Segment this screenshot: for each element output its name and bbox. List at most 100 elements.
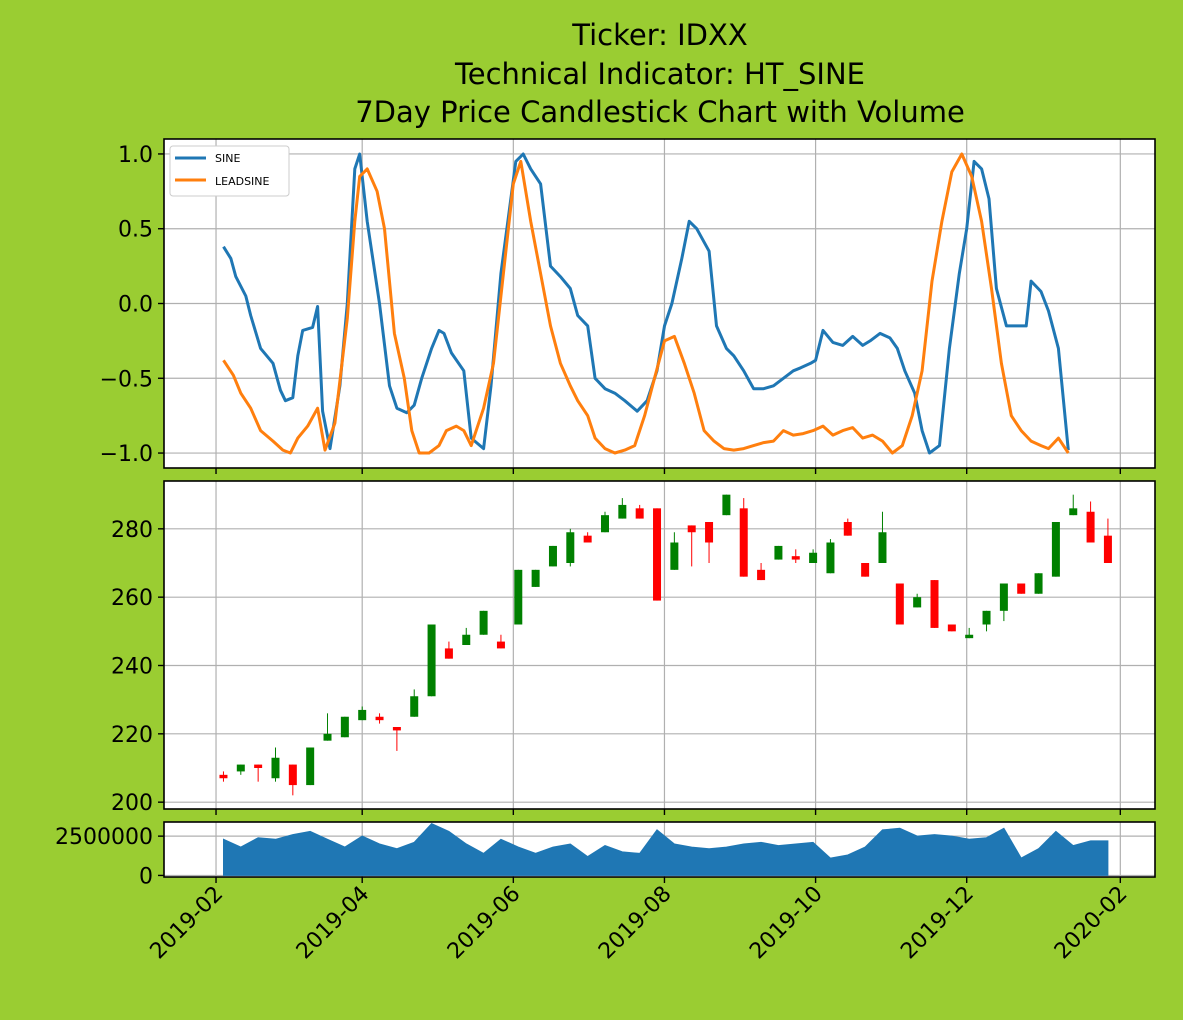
candle (878, 511, 887, 563)
candle (843, 518, 852, 536)
candle-body (392, 727, 401, 731)
candle (705, 522, 714, 563)
candle (323, 713, 332, 741)
candle (947, 624, 956, 632)
candle-body (1086, 511, 1095, 543)
candle-body (271, 757, 280, 779)
candle (809, 549, 818, 563)
volume-area (223, 822, 1109, 876)
candle (1051, 522, 1060, 577)
candle (653, 508, 662, 601)
candle-body (1103, 535, 1112, 563)
indicator-y-axis: −1.0 −0.5 0.0 0.5 1.0 (100, 143, 164, 467)
candle (219, 771, 228, 782)
chart-title-line-2: Technical Indicator: HT_SINE (454, 57, 865, 91)
candle (982, 610, 991, 632)
candle-body (531, 569, 540, 587)
indicator-y-tick-label: 0.0 (118, 293, 153, 318)
candle-body (739, 508, 748, 577)
candle (1069, 494, 1078, 516)
candle-body (809, 552, 818, 563)
candle-body (982, 610, 991, 625)
candle (913, 593, 922, 608)
candle-body (930, 580, 939, 628)
volume-area-fill (223, 822, 1109, 876)
candle (722, 494, 731, 516)
indicator-y-tick-label: 1.0 (118, 143, 153, 168)
candle-body (687, 525, 696, 533)
price-panel-frame (163, 480, 1156, 810)
candle-body (635, 508, 644, 519)
candle-body (496, 641, 505, 649)
legend-label-sine: SINE (215, 152, 240, 165)
candle (739, 498, 748, 577)
candle-body (1051, 522, 1060, 577)
price-x-ticks (215, 809, 1122, 815)
candle-body (826, 542, 835, 574)
candle-body (375, 716, 384, 721)
candle-body (670, 542, 679, 570)
candle-body (999, 583, 1008, 611)
price-grid (164, 481, 1155, 809)
candle-body (410, 696, 419, 717)
candle (687, 525, 696, 567)
candle (1103, 518, 1112, 563)
candle (1017, 583, 1026, 594)
candle (670, 532, 679, 570)
candle-body (722, 494, 731, 516)
indicator-x-ticks (215, 468, 1122, 474)
candle-body (618, 504, 627, 519)
candle-body (653, 508, 662, 601)
candle-body (895, 583, 904, 625)
candle-body (219, 774, 228, 779)
price-y-tick-label: 260 (111, 586, 153, 611)
chart-title-line-3: 7Day Price Candlestick Chart with Volume (355, 95, 965, 129)
candle-body (236, 764, 245, 772)
candle-body (947, 624, 956, 632)
candle-body (757, 569, 766, 581)
indicator-y-tick-label: −0.5 (100, 367, 153, 392)
price-y-tick-label: 280 (111, 518, 153, 543)
candle (514, 569, 523, 625)
candle (271, 747, 280, 782)
indicator-lines (222, 152, 1070, 455)
candle-body (462, 634, 471, 645)
candle (531, 569, 540, 587)
candle (375, 713, 384, 724)
candle-body (566, 532, 575, 563)
candle-body (843, 522, 852, 536)
candle (358, 706, 367, 721)
candle (618, 498, 627, 519)
candle-body (306, 747, 315, 786)
indicator-y-tick-label: 0.5 (118, 218, 153, 243)
candle-body (878, 532, 887, 563)
candle (895, 583, 904, 625)
chart-title-line-1: Ticker: IDXX (571, 18, 747, 52)
price-candles (219, 494, 1112, 796)
indicator-panel: −1.0 −0.5 0.0 0.5 1.0 SINE LEADSINE (100, 138, 1156, 474)
indicator-grid (164, 139, 1155, 468)
candle-body (479, 610, 488, 635)
candle (288, 764, 297, 796)
candle (1086, 501, 1095, 543)
candle (774, 545, 783, 560)
volume-panel-frame (163, 821, 1156, 878)
candle (600, 511, 609, 533)
candle (791, 549, 800, 563)
candle (826, 539, 835, 574)
candle-body (1017, 583, 1026, 594)
legend: SINE LEADSINE (169, 145, 290, 197)
candle (930, 580, 939, 628)
candle (965, 627, 974, 639)
candle-body (358, 709, 367, 721)
candle-body (323, 733, 332, 741)
volume-y-tick-label: 2500000 (55, 825, 153, 850)
candle (1034, 573, 1043, 594)
candle (583, 532, 592, 543)
candle (548, 545, 557, 567)
candle (566, 528, 575, 567)
candle-body (1069, 508, 1078, 516)
candle (427, 624, 436, 697)
candle (861, 563, 870, 577)
candle-body (444, 648, 453, 659)
